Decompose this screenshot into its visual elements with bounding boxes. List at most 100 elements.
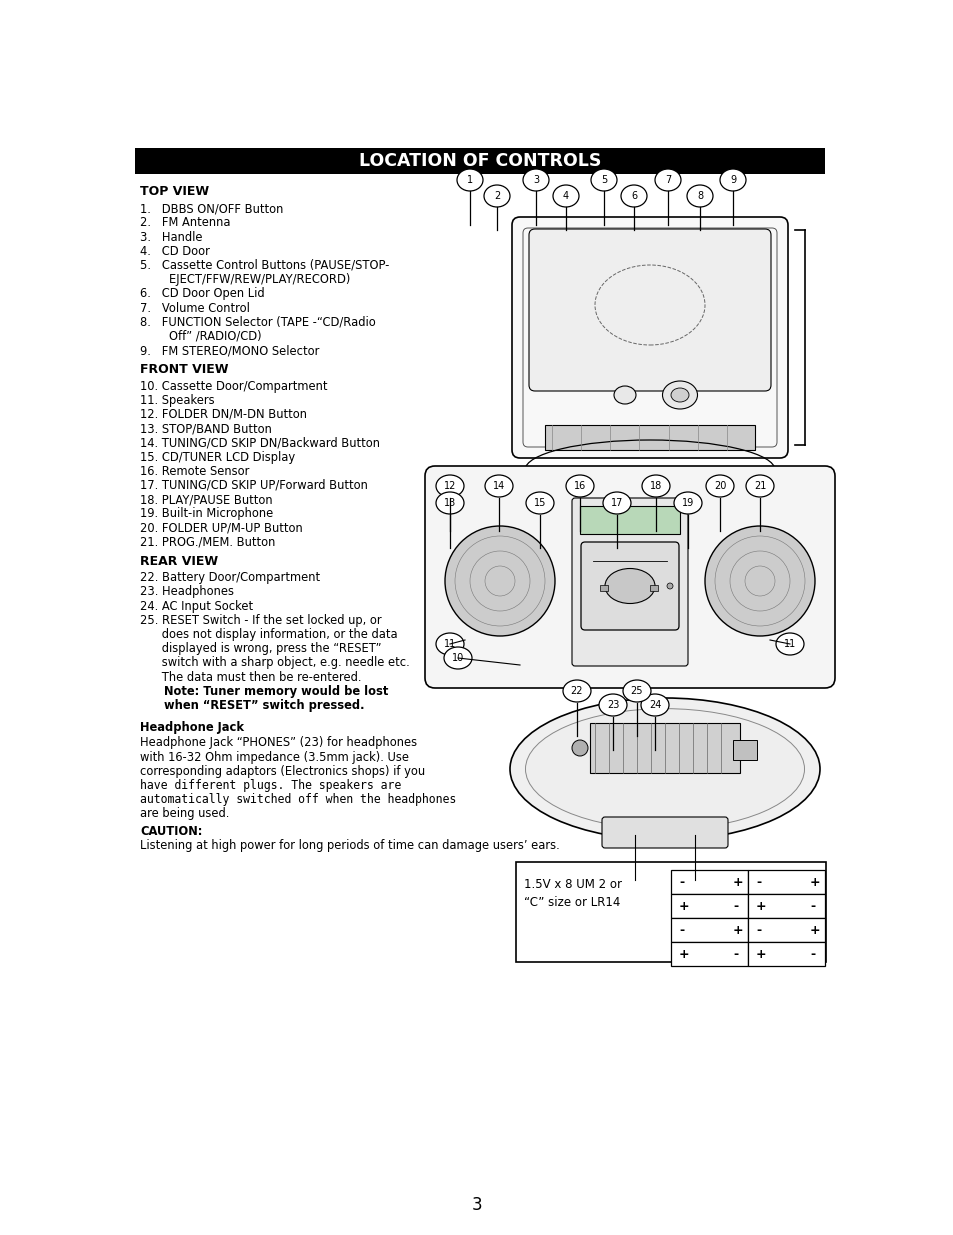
Text: are being used.: are being used. (140, 808, 229, 820)
Text: The data must then be re-entered.: The data must then be re-entered. (140, 671, 361, 684)
Text: 21: 21 (753, 480, 765, 492)
Text: 6.   CD Door Open Lid: 6. CD Door Open Lid (140, 288, 264, 300)
Ellipse shape (655, 169, 680, 191)
Text: REAR VIEW: REAR VIEW (140, 555, 218, 568)
Text: 16: 16 (574, 480, 585, 492)
Text: 1.5V x 8 UM 2 or: 1.5V x 8 UM 2 or (523, 878, 621, 890)
Ellipse shape (620, 185, 646, 207)
Ellipse shape (525, 492, 554, 514)
Text: 18: 18 (649, 480, 661, 492)
Bar (579, 506, 679, 534)
Ellipse shape (640, 694, 668, 716)
Text: 13. STOP/BAND Button: 13. STOP/BAND Button (140, 422, 272, 435)
Text: +: + (809, 876, 820, 889)
Text: 19. Built-in Microphone: 19. Built-in Microphone (140, 508, 273, 520)
Bar (747, 918, 824, 942)
Text: 1.   DBBS ON/OFF Button: 1. DBBS ON/OFF Button (140, 203, 283, 215)
Bar (670, 942, 747, 966)
Ellipse shape (705, 475, 733, 496)
Text: -: - (732, 948, 738, 961)
Ellipse shape (686, 185, 712, 207)
Text: +: + (679, 900, 689, 913)
Text: -: - (679, 876, 683, 889)
Ellipse shape (720, 169, 745, 191)
Text: -: - (732, 900, 738, 913)
Text: 2.   FM Antenna: 2. FM Antenna (140, 216, 231, 230)
Text: when “RESET” switch pressed.: when “RESET” switch pressed. (140, 699, 364, 713)
Bar (670, 869, 747, 894)
Bar (747, 869, 824, 894)
Bar (589, 722, 740, 773)
Text: 11: 11 (783, 638, 796, 650)
Ellipse shape (614, 387, 636, 404)
Text: CAUTION:: CAUTION: (140, 825, 202, 837)
Text: corresponding adaptors (Electronics shops) if you: corresponding adaptors (Electronics shop… (140, 764, 425, 778)
Ellipse shape (484, 475, 513, 496)
Ellipse shape (604, 568, 655, 604)
Ellipse shape (590, 169, 617, 191)
Ellipse shape (443, 647, 472, 669)
Ellipse shape (522, 169, 548, 191)
Text: 13: 13 (443, 498, 456, 508)
Text: 14: 14 (493, 480, 504, 492)
Text: +: + (809, 924, 820, 937)
Ellipse shape (661, 382, 697, 409)
Text: 4: 4 (562, 191, 569, 201)
Text: 15. CD/TUNER LCD Display: 15. CD/TUNER LCD Display (140, 451, 294, 463)
Ellipse shape (525, 709, 803, 830)
FancyBboxPatch shape (580, 542, 679, 630)
FancyBboxPatch shape (601, 818, 727, 848)
Text: +: + (755, 900, 766, 913)
Ellipse shape (622, 680, 650, 701)
Text: -: - (679, 924, 683, 937)
Text: switch with a sharp object, e.g. needle etc.: switch with a sharp object, e.g. needle … (140, 656, 410, 669)
Text: 12: 12 (443, 480, 456, 492)
Circle shape (444, 526, 555, 636)
Text: 23. Headphones: 23. Headphones (140, 585, 233, 599)
Bar (747, 894, 824, 918)
Ellipse shape (436, 492, 463, 514)
Text: 10: 10 (452, 653, 464, 663)
Ellipse shape (641, 475, 669, 496)
Text: 25: 25 (630, 685, 642, 697)
Text: 12. FOLDER DN/M-DN Button: 12. FOLDER DN/M-DN Button (140, 408, 307, 421)
Text: Note: Tuner memory would be lost: Note: Tuner memory would be lost (140, 684, 388, 698)
Text: -: - (809, 948, 814, 961)
Text: have different plugs. The speakers are: have different plugs. The speakers are (140, 779, 401, 792)
Text: FRONT VIEW: FRONT VIEW (140, 363, 229, 377)
Text: 7: 7 (664, 175, 670, 185)
Text: 22: 22 (570, 685, 582, 697)
Text: “C” size or LR14: “C” size or LR14 (523, 897, 619, 909)
Text: 5: 5 (600, 175, 606, 185)
Ellipse shape (775, 634, 803, 655)
Text: -: - (809, 900, 814, 913)
Bar (670, 894, 747, 918)
Text: 20: 20 (713, 480, 725, 492)
Text: 10. Cassette Door/Compartment: 10. Cassette Door/Compartment (140, 379, 327, 393)
Text: 19: 19 (681, 498, 694, 508)
Text: LOCATION OF CONTROLS: LOCATION OF CONTROLS (358, 152, 600, 170)
Ellipse shape (745, 475, 773, 496)
Bar (732, 740, 757, 760)
FancyBboxPatch shape (512, 217, 787, 458)
Ellipse shape (436, 634, 463, 655)
Text: does not display information, or the data: does not display information, or the dat… (140, 629, 397, 641)
Ellipse shape (565, 475, 594, 496)
Circle shape (704, 526, 814, 636)
Text: 24: 24 (648, 700, 660, 710)
Text: automatically switched off when the headphones: automatically switched off when the head… (140, 793, 456, 806)
Text: 23: 23 (606, 700, 618, 710)
Text: 24. AC Input Socket: 24. AC Input Socket (140, 600, 253, 613)
Text: 18. PLAY/PAUSE Button: 18. PLAY/PAUSE Button (140, 493, 273, 506)
Bar (599, 585, 607, 592)
Text: 17. TUNING/CD SKIP UP/Forward Button: 17. TUNING/CD SKIP UP/Forward Button (140, 479, 368, 492)
Bar (747, 942, 824, 966)
Text: 14. TUNING/CD SKIP DN/Backward Button: 14. TUNING/CD SKIP DN/Backward Button (140, 436, 379, 450)
Ellipse shape (510, 698, 820, 840)
Text: 5.   Cassette Control Buttons (PAUSE/STOP-: 5. Cassette Control Buttons (PAUSE/STOP- (140, 259, 389, 272)
Text: 11: 11 (443, 638, 456, 650)
Text: 9: 9 (729, 175, 736, 185)
Bar (544, 425, 754, 450)
FancyBboxPatch shape (529, 228, 770, 391)
Ellipse shape (598, 694, 626, 716)
